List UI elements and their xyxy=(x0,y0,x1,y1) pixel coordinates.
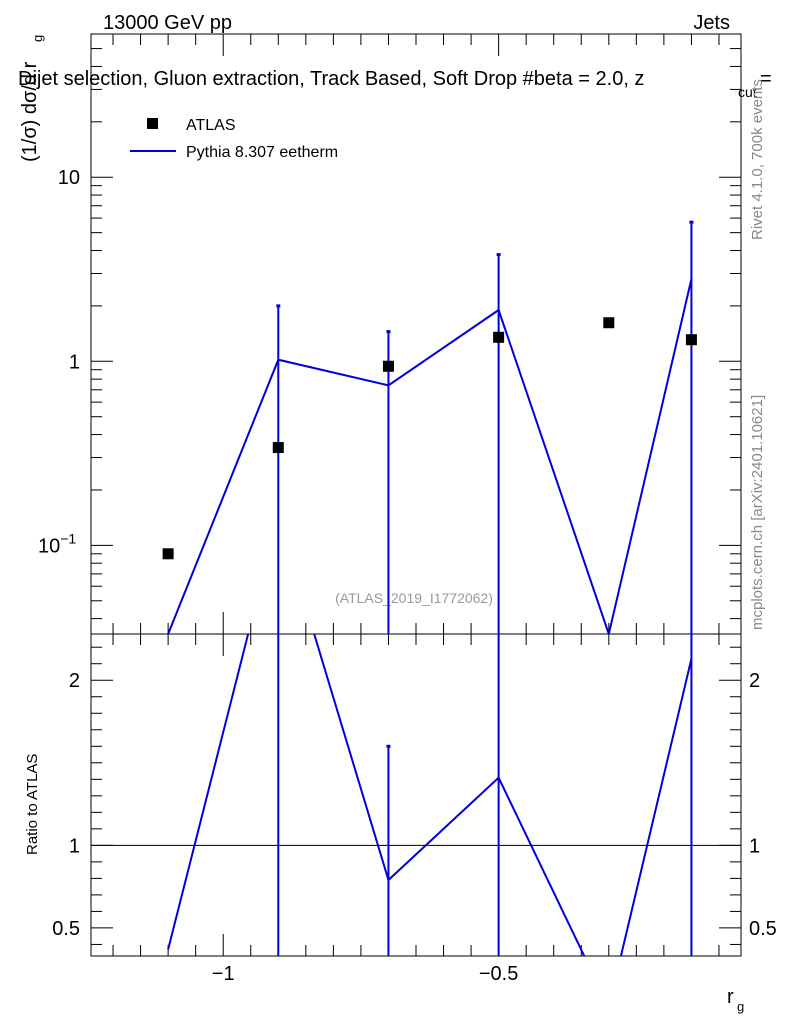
ratio-axis-ticks: 2 2 1 1 0.5 0.5 −1 −0.5 xyxy=(52,634,777,985)
atlas-data-point xyxy=(382,360,394,372)
x-axis-label: r g xyxy=(727,986,744,1014)
atlas-data-point xyxy=(162,548,174,560)
ratio-y-tick-label-right: 1 xyxy=(749,835,760,857)
main-ylabel-text: (1/σ) dσ/d r xyxy=(19,61,41,162)
main-ylabel-subscript: g xyxy=(30,35,45,42)
x-tick-label: −1 xyxy=(212,963,235,985)
atlas-data-point xyxy=(603,317,615,329)
atlas-data-point xyxy=(685,334,697,346)
main-y-tick-label: 10 xyxy=(58,167,80,189)
ratio-panel-frame xyxy=(90,633,742,957)
plot-title-subscript: cut xyxy=(738,84,757,100)
energy-label: 13000 GeV pp xyxy=(103,12,232,34)
atlas-data-point xyxy=(272,442,284,454)
main-axis-ticks: 10 1 10−1 xyxy=(38,33,741,634)
rivet-version-label: Rivet 4.1.0, 700k events xyxy=(749,79,766,240)
ratio-y-tick-label-left: 2 xyxy=(69,670,80,692)
ratio-y-tick-label-left: 1 xyxy=(69,835,80,857)
mcplots-label: mcplots.cern.ch [arXiv:2401.10621] xyxy=(749,395,766,630)
legend-label-mc: Pythia 8.307 eetherm xyxy=(186,144,338,161)
legend: ATLAS Pythia 8.307 eetherm xyxy=(130,117,338,161)
x-axis-label-subscript: g xyxy=(737,999,744,1014)
x-axis-label-text: r xyxy=(727,986,734,1008)
plot-title-text: Dijet selection, Gluon extraction, Track… xyxy=(18,68,644,90)
x-tick-label: −0.5 xyxy=(479,963,518,985)
legend-marker-atlas xyxy=(147,118,158,129)
atlas-data-point xyxy=(493,331,505,343)
plot-title: Dijet selection, Gluon extraction, Track… xyxy=(18,68,772,100)
main-plot-area xyxy=(162,220,697,634)
mc-line xyxy=(167,278,693,634)
ratio-mc-line xyxy=(167,634,693,956)
ratio-plot-area xyxy=(91,634,741,956)
main-y-tick-label: 10−1 xyxy=(38,530,76,557)
analysis-watermark: (ATLAS_2019_I1772062) xyxy=(335,590,493,606)
main-y-tick-label: 1 xyxy=(69,351,80,373)
legend-label-atlas: ATLAS xyxy=(186,117,236,134)
ratio-y-tick-label-right: 0.5 xyxy=(749,918,777,940)
main-ylabel: (1/σ) dσ/d r g xyxy=(19,35,45,162)
plot-title-tail: = xyxy=(760,68,772,90)
ratio-y-tick-label-left: 0.5 xyxy=(52,918,80,940)
ratio-y-tick-label-right: 2 xyxy=(749,670,760,692)
jets-label: Jets xyxy=(693,12,730,34)
ratio-ylabel: Ratio to ATLAS xyxy=(24,754,41,855)
